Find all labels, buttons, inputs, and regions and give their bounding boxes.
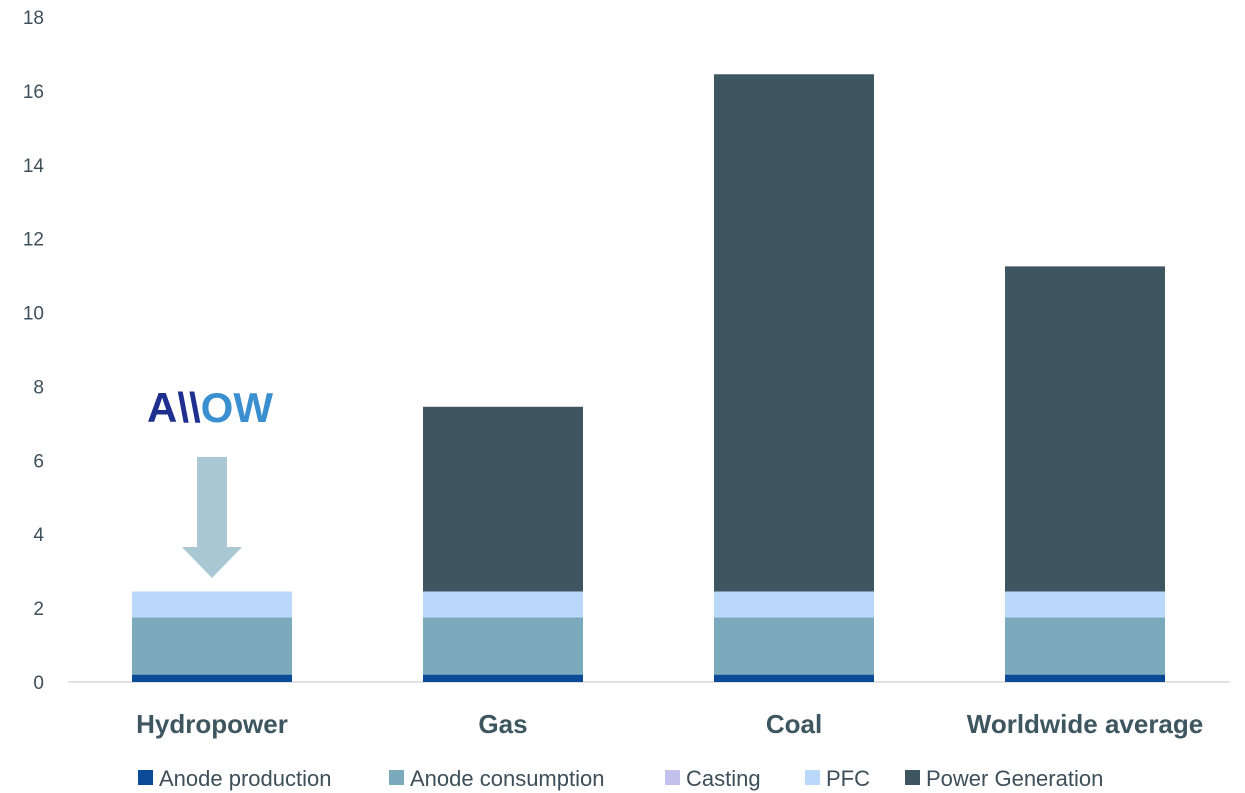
bar-gas-anode-production xyxy=(423,674,583,682)
bar-gas-power-generation xyxy=(423,406,583,592)
legend-label-pfc: PFC xyxy=(826,766,870,791)
legend-label-power-generation: Power Generation xyxy=(926,766,1103,791)
legend-swatch-power-generation xyxy=(905,770,920,785)
y-tick-label-6: 6 xyxy=(33,451,44,472)
annotation-logo-arrow: A\\OW xyxy=(147,384,273,578)
category-label-gas: Gas xyxy=(478,709,527,739)
x-axis-category-labels: Hydropower Gas Coal Worldwide average xyxy=(136,709,1203,739)
bar-gas-anode-consumption xyxy=(423,617,583,675)
legend-label-casting: Casting xyxy=(686,766,761,791)
down-arrow-icon xyxy=(182,457,242,578)
bar-coal-pfc xyxy=(714,591,874,618)
bar-coal-anode-consumption xyxy=(714,617,874,675)
y-tick-label-8: 8 xyxy=(33,377,44,398)
y-tick-label-14: 14 xyxy=(23,156,45,177)
allow-logo: A\\OW xyxy=(147,384,273,431)
legend-swatch-anode-production xyxy=(138,770,153,785)
legend-swatch-anode-consumption xyxy=(389,770,404,785)
legend-label-anode-production: Anode production xyxy=(159,766,331,791)
bar-worldwide-average-anode-consumption xyxy=(1005,617,1165,675)
category-label-worldwide-average: Worldwide average xyxy=(967,709,1204,739)
bar-gas-pfc xyxy=(423,591,583,618)
bar-worldwide-average-anode-production xyxy=(1005,674,1165,682)
y-tick-label-4: 4 xyxy=(33,525,44,546)
bar-worldwide-average-pfc xyxy=(1005,591,1165,618)
legend-swatch-pfc xyxy=(805,770,820,785)
bar-hydropower-anode-consumption xyxy=(132,617,292,675)
bar-worldwide-average-power-generation xyxy=(1005,266,1165,592)
y-tick-label-18: 18 xyxy=(23,8,44,29)
bar-hydropower-pfc xyxy=(132,591,292,618)
legend-swatch-casting xyxy=(665,770,680,785)
legend-label-anode-consumption: Anode consumption xyxy=(410,766,604,791)
category-label-hydropower: Hydropower xyxy=(136,709,288,739)
y-tick-label-12: 12 xyxy=(23,230,44,251)
category-label-coal: Coal xyxy=(766,709,822,739)
bar-coal-anode-production xyxy=(714,674,874,682)
y-tick-label-16: 16 xyxy=(23,82,44,103)
y-tick-label-0: 0 xyxy=(33,673,44,694)
bar-stacks xyxy=(132,74,1165,682)
y-tick-label-2: 2 xyxy=(33,599,44,620)
y-tick-label-10: 10 xyxy=(23,304,44,325)
bar-coal-power-generation xyxy=(714,74,874,592)
legend: Anode production Anode consumption Casting… xyxy=(138,766,1103,791)
y-axis-tick-labels: 0 2 4 6 8 10 12 14 16 18 xyxy=(23,8,45,694)
bar-hydropower-anode-production xyxy=(132,674,292,682)
